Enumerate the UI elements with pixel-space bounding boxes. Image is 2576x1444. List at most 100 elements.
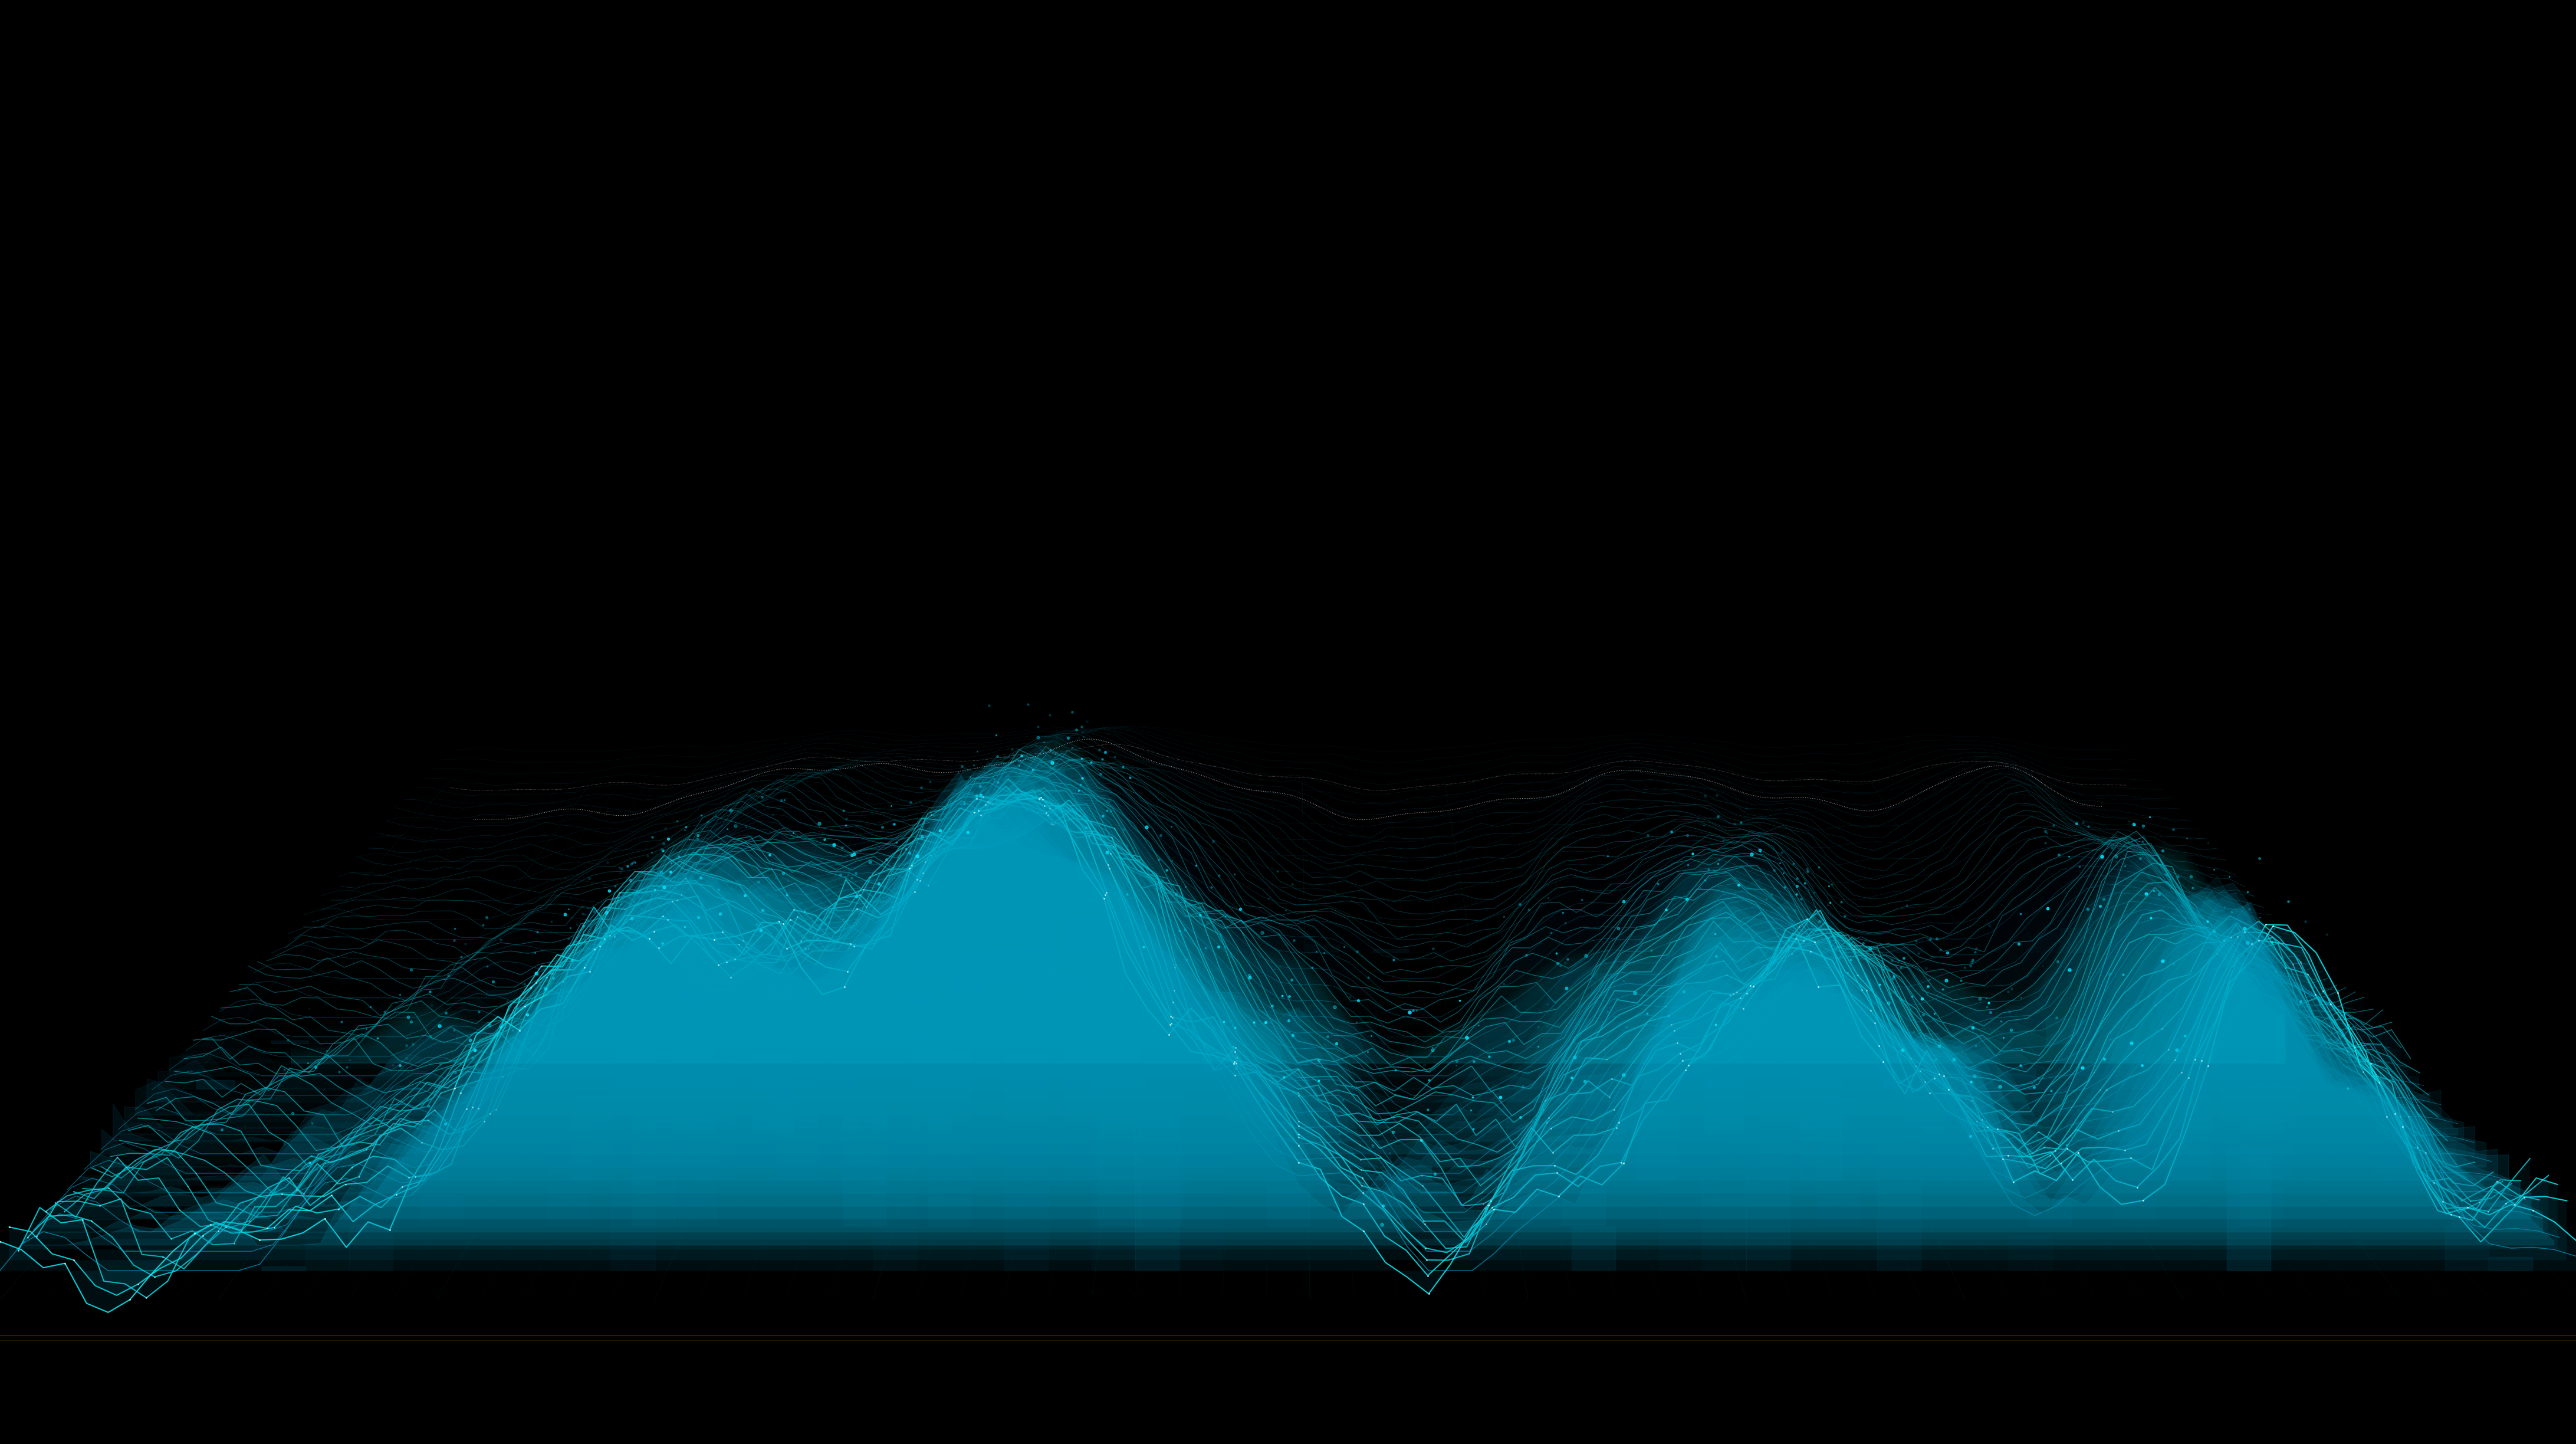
- Point: [822, 836, 863, 859]
- Point: [1649, 1005, 1690, 1028]
- Point: [1273, 928, 1314, 952]
- Point: [1406, 1249, 1448, 1272]
- Point: [229, 1209, 270, 1232]
- Point: [1540, 1087, 1582, 1110]
- Point: [611, 907, 652, 930]
- Point: [1461, 1181, 1502, 1204]
- Point: [940, 755, 981, 778]
- Point: [113, 1149, 155, 1173]
- Point: [634, 878, 675, 901]
- Point: [1265, 898, 1306, 921]
- Point: [1123, 936, 1164, 959]
- Point: [2166, 827, 2208, 851]
- Point: [1154, 882, 1195, 905]
- Point: [1175, 853, 1216, 877]
- Point: [1422, 1045, 1463, 1069]
- Point: [1303, 941, 1345, 965]
- Point: [631, 882, 672, 905]
- Point: [466, 954, 507, 978]
- Point: [1664, 1058, 1705, 1082]
- Point: [1762, 840, 1803, 864]
- Point: [1149, 1014, 1190, 1037]
- Point: [1659, 1043, 1700, 1066]
- Point: [2486, 1191, 2527, 1214]
- Point: [1087, 881, 1128, 904]
- Point: [2138, 882, 2179, 905]
- Point: [538, 956, 580, 979]
- Point: [2182, 1050, 2223, 1073]
- Point: [1401, 1128, 1443, 1151]
- Point: [1061, 747, 1103, 770]
- Point: [350, 995, 392, 1018]
- Point: [1244, 1011, 1285, 1034]
- Point: [1154, 979, 1195, 1002]
- Point: [1528, 992, 1569, 1015]
- Point: [1793, 924, 1834, 947]
- Point: [762, 862, 804, 885]
- Point: [824, 865, 866, 888]
- Point: [2334, 1035, 2375, 1058]
- Point: [564, 933, 605, 956]
- Polygon shape: [111, 791, 2465, 1178]
- Point: [2367, 1105, 2409, 1128]
- Point: [1340, 1134, 1381, 1157]
- Point: [2009, 1077, 2050, 1100]
- Point: [1551, 1066, 1592, 1089]
- Point: [693, 928, 734, 952]
- Point: [1030, 797, 1072, 820]
- Point: [417, 1014, 459, 1037]
- Point: [1775, 898, 1816, 921]
- Point: [1394, 999, 1435, 1022]
- Point: [1278, 1115, 1319, 1138]
- Point: [1388, 1001, 1430, 1024]
- Point: [974, 796, 1015, 819]
- Point: [966, 793, 1007, 816]
- Point: [850, 865, 891, 888]
- Point: [1342, 1174, 1383, 1197]
- Point: [1904, 1004, 1945, 1027]
- Point: [909, 770, 951, 793]
- Point: [1927, 969, 1968, 992]
- Point: [2396, 1135, 2437, 1158]
- Point: [657, 809, 698, 832]
- Point: [1862, 1050, 1904, 1073]
- Point: [319, 1060, 361, 1083]
- Point: [1842, 978, 1883, 1001]
- Point: [497, 996, 538, 1019]
- Point: [2318, 1025, 2360, 1048]
- Point: [948, 820, 989, 843]
- Point: [1404, 1210, 1445, 1233]
- Point: [608, 855, 649, 878]
- Point: [2056, 812, 2097, 835]
- Point: [1855, 1012, 1896, 1035]
- Point: [1600, 1151, 1641, 1174]
- Point: [1718, 874, 1759, 897]
- Point: [2388, 1105, 2429, 1128]
- Point: [1507, 898, 1548, 921]
- Point: [2025, 822, 2066, 845]
- Point: [1095, 817, 1136, 840]
- Point: [2246, 928, 2287, 952]
- Point: [1734, 975, 1775, 998]
- Point: [1051, 736, 1092, 760]
- Point: [2035, 1006, 2076, 1030]
- Point: [1412, 1038, 1453, 1061]
- Point: [1157, 918, 1198, 941]
- Point: [1340, 1113, 1381, 1136]
- Point: [1906, 962, 1947, 985]
- Point: [1965, 995, 2007, 1018]
- Point: [580, 934, 621, 957]
- Point: [677, 827, 719, 851]
- Point: [1888, 998, 1929, 1021]
- Point: [1731, 842, 1772, 865]
- Point: [657, 890, 698, 913]
- Point: [773, 898, 814, 921]
- Point: [389, 957, 430, 980]
- Point: [1968, 914, 2009, 937]
- Point: [1154, 956, 1195, 979]
- Point: [1651, 820, 1692, 843]
- Point: [1989, 1001, 2030, 1024]
- Point: [1453, 1118, 1494, 1141]
- Point: [1216, 1053, 1257, 1076]
- Point: [611, 852, 652, 875]
